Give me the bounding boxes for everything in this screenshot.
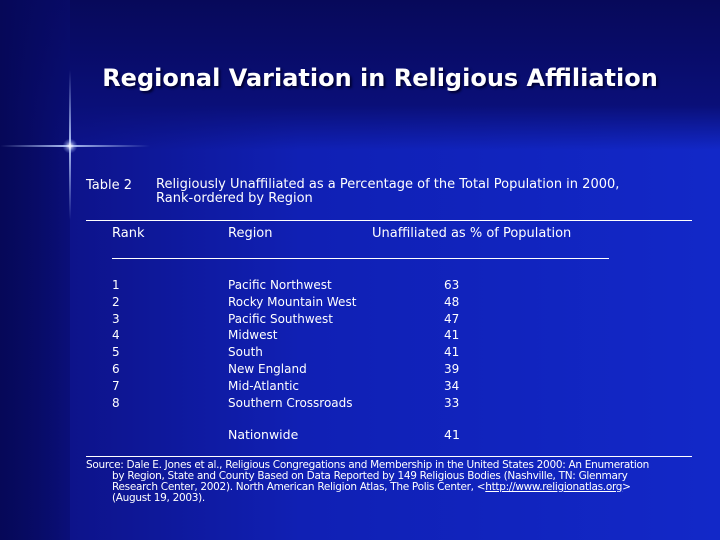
- table-row-value: 34: [444, 378, 460, 393]
- region-column: Pacific Northwest Rocky Mountain West Pa…: [228, 277, 356, 411]
- table-row-region: Midwest: [228, 328, 278, 343]
- slide-title: Regional Variation in Religious Affiliat…: [102, 64, 658, 92]
- table-row-value: 41: [444, 328, 460, 343]
- table-row-rank: 3: [112, 311, 120, 326]
- background-top-band: [0, 0, 720, 150]
- table-row-value: 41: [444, 345, 460, 360]
- header-region: Region: [228, 226, 273, 241]
- nationwide-label: Nationwide: [228, 427, 299, 442]
- table-row-rank: 8: [112, 395, 120, 410]
- table-row-region: Pacific Northwest: [228, 278, 332, 292]
- source-line-2: by Region, State and County Based on Dat…: [112, 470, 628, 482]
- table-row-value: 39: [444, 361, 460, 376]
- table-row-region: South: [228, 345, 263, 360]
- table-row-region: Rocky Mountain West: [228, 294, 357, 309]
- table-label: Table 2: [86, 178, 133, 193]
- table-bottom-rule: [86, 456, 692, 457]
- source-line-1: Source: Dale E. Jones et al., Religious …: [86, 459, 649, 471]
- table-row-region: Southern Crossroads: [228, 395, 353, 410]
- table-caption-line-2: Rank-ordered by Region: [156, 191, 313, 206]
- source-line-4: (August 19, 2003).: [112, 492, 205, 504]
- table-row-value: 47: [444, 311, 460, 326]
- table-row-rank: 2: [112, 294, 120, 309]
- header-rule: [112, 258, 609, 259]
- table-row-rank: 4: [112, 328, 120, 343]
- table-row-rank: 5: [112, 345, 120, 360]
- table-caption: Religiously Unaffiliated as a Percentage…: [156, 178, 696, 206]
- nationwide-value: 41: [444, 427, 460, 442]
- value-column: 63 48 47 41 41 39 34 33: [444, 277, 459, 411]
- table-row-region: Pacific Southwest: [228, 311, 333, 326]
- table-row-value: 33: [444, 395, 460, 410]
- source-line-3: Research Center, 2002). North American R…: [86, 482, 696, 493]
- table-row-rank: 1: [112, 278, 120, 292]
- table-caption-line-1: Religiously Unaffiliated as a Percentage…: [156, 177, 620, 192]
- religion-atlas-link[interactable]: http://www.religionatlas.org: [485, 481, 623, 493]
- header-rank: Rank: [112, 226, 145, 241]
- background-left-band: [0, 0, 70, 540]
- rank-column: 1 2 3 4 5 6 7 8: [112, 277, 120, 411]
- table-row-rank: 6: [112, 361, 120, 376]
- source-line-3-end: >: [622, 481, 631, 493]
- table-row-value: 48: [444, 294, 460, 309]
- table-row-value: 63: [444, 278, 460, 292]
- table-row-rank: 7: [112, 378, 120, 393]
- table-row-region: New England: [228, 361, 307, 376]
- table-top-rule: [86, 220, 692, 221]
- source-note: Source: Dale E. Jones et al., Religious …: [86, 460, 696, 504]
- header-unaffiliated: Unaffiliated as % of Population: [372, 226, 572, 241]
- table-row-region: Mid-Atlantic: [228, 378, 300, 393]
- decorative-star-icon: [62, 139, 78, 153]
- source-line-3-text: Research Center, 2002). North American R…: [112, 481, 486, 493]
